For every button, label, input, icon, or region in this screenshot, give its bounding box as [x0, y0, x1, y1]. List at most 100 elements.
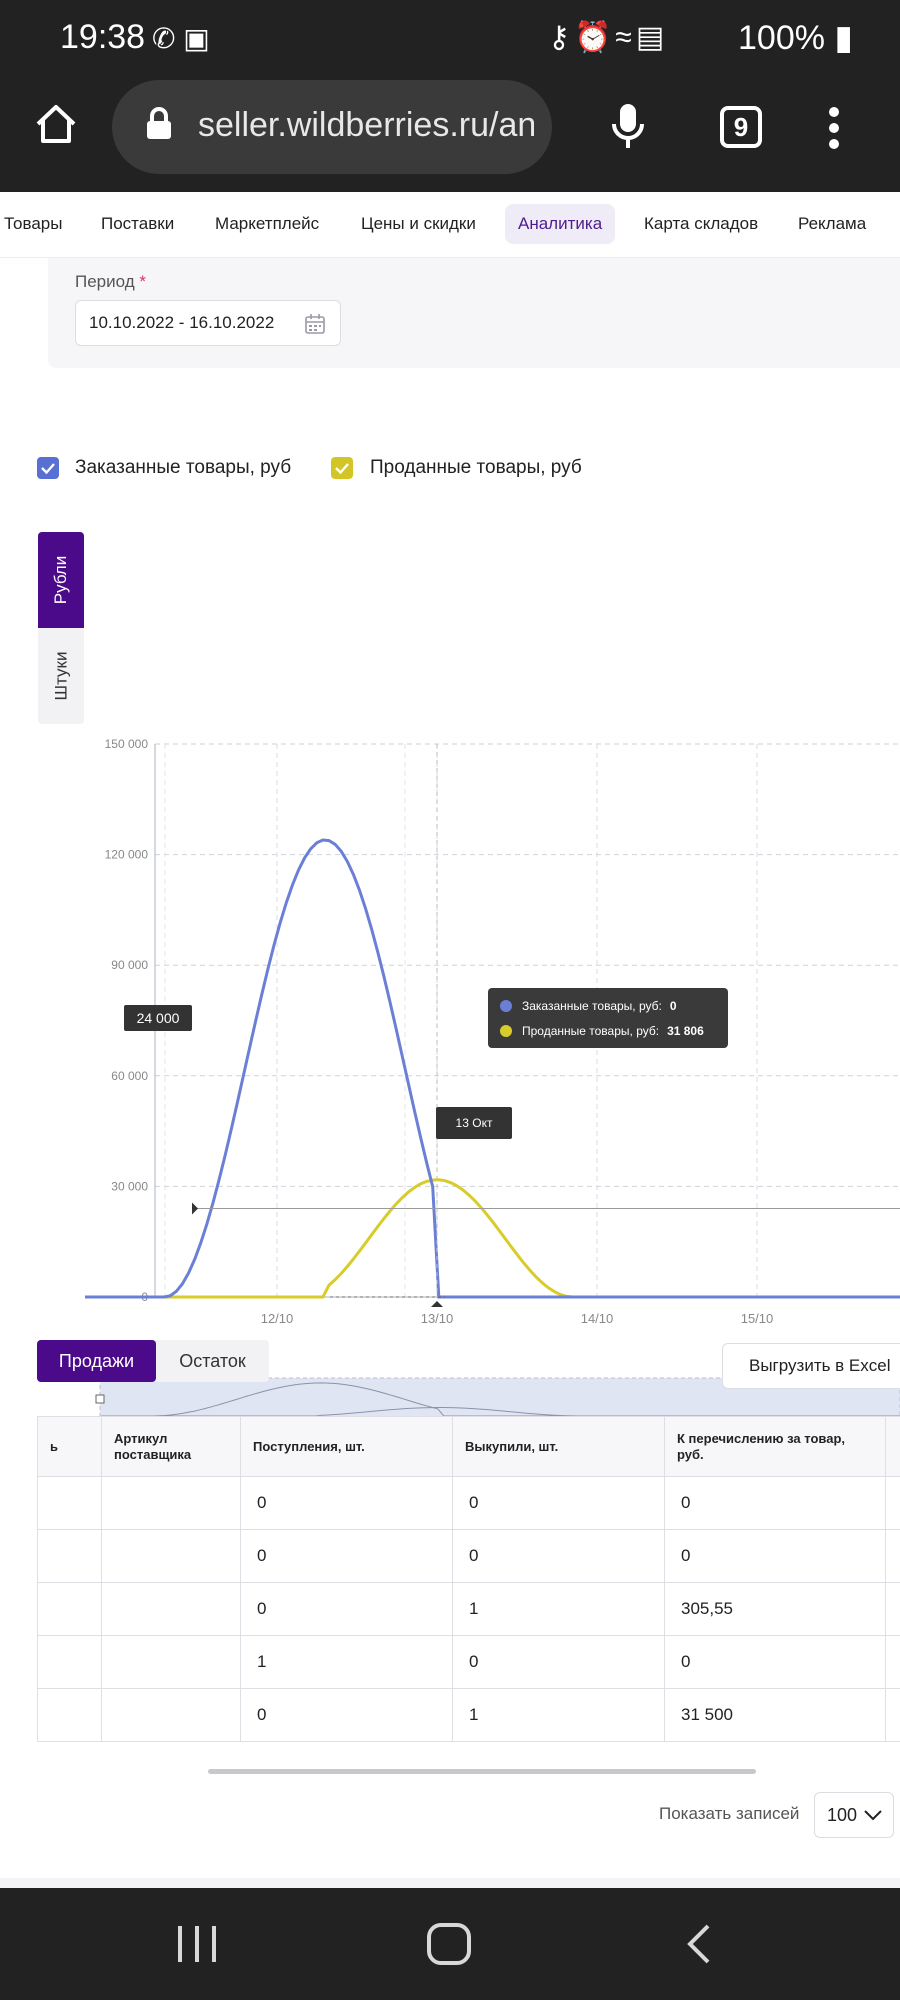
table-cell: 305,55: [664, 1582, 886, 1636]
nav-item-ads[interactable]: Реклама: [798, 214, 867, 233]
top-navigation: Товары Поставки Маркетплейс Цены и скидк…: [0, 192, 900, 258]
system-navigation-bar: [0, 1888, 900, 2000]
table-cell: 0: [240, 1582, 453, 1636]
page-size-value: 100: [827, 1805, 858, 1825]
table-cell: [885, 1582, 900, 1636]
nav-item-marketplace[interactable]: Маркетплейс: [215, 214, 320, 233]
y-tick-label: 120 000: [105, 848, 149, 862]
table-row: 0 1 305,55: [37, 1582, 900, 1636]
system-icons: ⚷⏰≈▤: [548, 20, 668, 55]
notification-icons: ✆ ▣: [152, 22, 210, 55]
url-text[interactable]: seller.wildberries.ru/an: [198, 106, 534, 144]
table-row: 1 0 0: [37, 1635, 900, 1689]
table-cell: 0: [664, 1476, 886, 1530]
sold-series-line: [85, 1178, 900, 1299]
tooltip-dot: [500, 1025, 512, 1037]
tabs-count-button[interactable]: 9: [720, 106, 762, 148]
table-cell: 0: [452, 1635, 665, 1689]
wifi-icon: ≈: [615, 21, 636, 54]
tab-pieces[interactable]: Штуки: [38, 628, 84, 724]
calendar-icon[interactable]: [304, 313, 326, 335]
table-cell: [101, 1582, 241, 1636]
table-header-row: ь Артикул поставщика Поступления, шт. Вы…: [37, 1416, 900, 1477]
table-cell: [101, 1476, 241, 1530]
home-icon[interactable]: [32, 100, 80, 148]
sold-legend-label[interactable]: Проданные товары, руб: [370, 457, 582, 478]
check-icon: [41, 463, 55, 475]
table-cell: 1: [452, 1582, 665, 1636]
column-header[interactable]: К перечислению за товар, руб.: [664, 1416, 886, 1477]
chevron-down-icon: [864, 1810, 882, 1821]
tab-rubles[interactable]: Рубли: [38, 532, 84, 628]
nav-item-warehouse-map[interactable]: Карта складов: [644, 214, 759, 233]
crosshair-x-pointer: [431, 1301, 443, 1307]
x-tick-label: 13/10: [421, 1311, 454, 1326]
table-cell: [885, 1529, 900, 1583]
nav-item-prices[interactable]: Цены и скидки: [361, 214, 476, 233]
nav-item-supplies[interactable]: Поставки: [101, 214, 175, 233]
whatsapp-icon: ✆: [152, 23, 176, 54]
signal-icon: ▤: [635, 21, 669, 54]
more-menu-icon[interactable]: [828, 106, 840, 150]
table-cell: 0: [452, 1476, 665, 1530]
table-cell: 0: [240, 1529, 453, 1583]
table-cell: 0: [240, 1688, 453, 1742]
ordered-checkbox[interactable]: [37, 457, 59, 479]
unit-tabs: Рубли Штуки: [38, 532, 84, 724]
home-button-icon[interactable]: [424, 1922, 474, 1966]
tooltip-row-ordered: Заказанные товары, руб: 0: [500, 997, 677, 1015]
y-tick-label: 60 000: [111, 1069, 148, 1083]
x-tick-label: 12/10: [261, 1311, 294, 1326]
horizontal-scrollbar[interactable]: [208, 1769, 756, 1774]
column-header[interactable]: Артикул поставщика: [101, 1416, 241, 1477]
tooltip-dot: [500, 1000, 512, 1012]
pager-label: Показать записей: [659, 1804, 800, 1823]
export-excel-button[interactable]: Выгрузить в Excel: [722, 1343, 900, 1389]
status-bar: 19:38 ✆ ▣ ⚷⏰≈▤ 100% ▮: [0, 0, 900, 78]
table-cell: 0: [240, 1476, 453, 1530]
page-size-select[interactable]: 100: [814, 1792, 894, 1838]
nav-item-goods[interactable]: Товары: [4, 214, 63, 233]
lock-icon: [147, 107, 171, 139]
status-time: 19:38: [60, 18, 146, 56]
table-cell: 1: [452, 1688, 665, 1742]
tab-sales[interactable]: Продажи: [37, 1340, 156, 1382]
nav-item-analytics[interactable]: Аналитика: [505, 204, 616, 244]
back-icon[interactable]: [680, 1922, 720, 1966]
ordered-legend-label[interactable]: Заказанные товары, руб: [75, 457, 292, 478]
tab-stock[interactable]: Остаток: [179, 1351, 246, 1371]
recent-apps-icon[interactable]: [172, 1922, 222, 1966]
chart-tooltip: Заказанные товары, руб: 0 Проданные товар…: [488, 988, 728, 1048]
table-cell: [101, 1635, 241, 1689]
period-input[interactable]: 10.10.2022 - 16.10.2022: [75, 300, 341, 346]
table-tabs: Продажи Остаток: [37, 1340, 269, 1382]
table-cell: [37, 1529, 102, 1583]
y-tick-label: 150 000: [105, 737, 149, 751]
table-cell: [885, 1635, 900, 1689]
column-header[interactable]: Поступления, шт.: [240, 1416, 453, 1477]
table-cell: 0: [664, 1529, 886, 1583]
sold-checkbox[interactable]: [331, 457, 353, 479]
y-tick-label: 90 000: [111, 958, 148, 972]
browser-toolbar: seller.wildberries.ru/an 9: [0, 78, 900, 192]
sales-table: ь Артикул поставщика Поступления, шт. Вы…: [37, 1416, 900, 1742]
mic-icon[interactable]: [608, 102, 648, 152]
x-tick-label: 15/10: [741, 1311, 774, 1326]
table-row: 0 1 31 500: [37, 1688, 900, 1742]
key-icon: ⚷: [548, 21, 574, 54]
x-tick-label: 14/10: [581, 1311, 614, 1326]
period-label: Период *: [75, 272, 146, 291]
address-bar[interactable]: [112, 80, 552, 174]
table-cell: 0: [452, 1529, 665, 1583]
column-header[interactable]: ь: [37, 1416, 102, 1477]
period-value: 10.10.2022 - 16.10.2022: [89, 313, 275, 332]
battery-level: 100% ▮: [738, 19, 854, 57]
table-cell: [101, 1529, 241, 1583]
alarm-icon: ⏰: [573, 21, 616, 54]
battery-icon: ▮: [834, 19, 854, 57]
column-header[interactable]: Выкупили, шт.: [452, 1416, 665, 1477]
table-cell: [885, 1688, 900, 1742]
check-icon: [335, 463, 349, 475]
y-tick-label: 30 000: [111, 1179, 148, 1193]
